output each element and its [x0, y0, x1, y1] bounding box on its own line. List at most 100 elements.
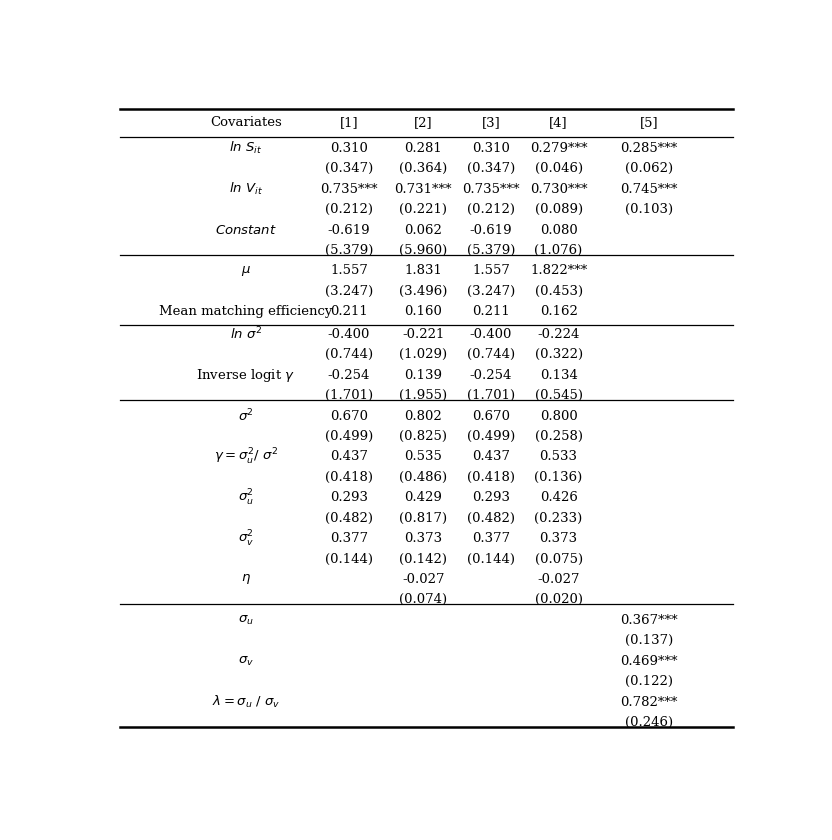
Text: -0.254: -0.254 — [470, 369, 512, 381]
Text: Mean matching efficiency: Mean matching efficiency — [159, 305, 333, 318]
Text: (0.418): (0.418) — [467, 470, 515, 484]
Text: (3.247): (3.247) — [325, 285, 373, 298]
Text: (1.955): (1.955) — [399, 389, 448, 402]
Text: (0.418): (0.418) — [325, 470, 373, 484]
Text: 0.437: 0.437 — [472, 450, 510, 464]
Text: (0.221): (0.221) — [399, 203, 447, 216]
Text: [1]: [1] — [339, 117, 359, 129]
Text: 0.310: 0.310 — [330, 142, 368, 155]
Text: (0.212): (0.212) — [467, 203, 515, 216]
Text: (0.089): (0.089) — [534, 203, 582, 216]
Text: [4]: [4] — [549, 117, 568, 129]
Text: (0.744): (0.744) — [467, 349, 515, 361]
Text: $\lambda = \sigma_u\ /\ \sigma_v$: $\lambda = \sigma_u\ /\ \sigma_v$ — [211, 694, 280, 710]
Text: $\mu$: $\mu$ — [240, 264, 251, 278]
Text: (3.496): (3.496) — [399, 285, 448, 298]
Text: -0.400: -0.400 — [470, 328, 512, 341]
Text: (1.701): (1.701) — [467, 389, 515, 402]
Text: [3]: [3] — [482, 117, 500, 129]
Text: 0.293: 0.293 — [330, 491, 368, 504]
Text: (0.144): (0.144) — [467, 553, 515, 565]
Text: (0.020): (0.020) — [535, 593, 582, 606]
Text: $\mathit{ln\ S_{it}}$: $\mathit{ln\ S_{it}}$ — [230, 140, 262, 156]
Text: 0.426: 0.426 — [540, 491, 577, 504]
Text: 1.557: 1.557 — [472, 265, 510, 277]
Text: (0.233): (0.233) — [534, 512, 582, 525]
Text: $\mathit{ln\ V_{it}}$: $\mathit{ln\ V_{it}}$ — [229, 181, 263, 197]
Text: (0.825): (0.825) — [399, 430, 447, 443]
Text: 0.285***: 0.285*** — [620, 142, 677, 155]
Text: (0.046): (0.046) — [534, 162, 582, 176]
Text: $\sigma_v^2$: $\sigma_v^2$ — [238, 528, 254, 549]
Text: 0.800: 0.800 — [540, 410, 577, 423]
Text: (0.212): (0.212) — [325, 203, 373, 216]
Text: (1.076): (1.076) — [534, 244, 582, 257]
Text: 0.670: 0.670 — [472, 410, 510, 423]
Text: $\gamma = \sigma_u^2/\ \sigma^2$: $\gamma = \sigma_u^2/\ \sigma^2$ — [214, 447, 278, 467]
Text: -0.221: -0.221 — [402, 328, 444, 341]
Text: 0.670: 0.670 — [330, 410, 368, 423]
Text: 1.557: 1.557 — [330, 265, 368, 277]
Text: (0.322): (0.322) — [534, 349, 582, 361]
Text: 0.134: 0.134 — [540, 369, 577, 381]
Text: 0.211: 0.211 — [330, 305, 368, 318]
Text: 0.735***: 0.735*** — [462, 183, 520, 196]
Text: (0.744): (0.744) — [325, 349, 373, 361]
Text: (0.499): (0.499) — [467, 430, 515, 443]
Text: (1.029): (1.029) — [399, 349, 448, 361]
Text: -0.027: -0.027 — [537, 573, 580, 586]
Text: (0.062): (0.062) — [625, 162, 673, 176]
Text: 0.735***: 0.735*** — [320, 183, 378, 196]
Text: [5]: [5] — [640, 117, 658, 129]
Text: (0.347): (0.347) — [467, 162, 515, 176]
Text: -0.224: -0.224 — [537, 328, 580, 341]
Text: (0.122): (0.122) — [625, 675, 673, 688]
Text: (0.364): (0.364) — [399, 162, 448, 176]
Text: (0.453): (0.453) — [534, 285, 582, 298]
Text: 0.080: 0.080 — [540, 223, 577, 237]
Text: 1.822***: 1.822*** — [530, 265, 587, 277]
Text: $\mathit{ln\ \sigma^2}$: $\mathit{ln\ \sigma^2}$ — [230, 326, 262, 343]
Text: [2]: [2] — [414, 117, 433, 129]
Text: (5.960): (5.960) — [399, 244, 448, 257]
Text: $\sigma_u$: $\sigma_u$ — [238, 614, 254, 627]
Text: -0.400: -0.400 — [328, 328, 370, 341]
Text: 0.377: 0.377 — [330, 532, 368, 545]
Text: 0.731***: 0.731*** — [394, 183, 452, 196]
Text: Inverse logit $\gamma$: Inverse logit $\gamma$ — [196, 367, 295, 384]
Text: (0.482): (0.482) — [467, 512, 515, 525]
Text: 0.160: 0.160 — [404, 305, 442, 318]
Text: (0.545): (0.545) — [535, 389, 582, 402]
Text: (0.258): (0.258) — [535, 430, 582, 443]
Text: $\sigma_u^2$: $\sigma_u^2$ — [238, 488, 254, 508]
Text: (0.074): (0.074) — [399, 593, 448, 606]
Text: 0.162: 0.162 — [540, 305, 577, 318]
Text: 0.279***: 0.279*** — [530, 142, 587, 155]
Text: 0.281: 0.281 — [404, 142, 442, 155]
Text: (0.347): (0.347) — [325, 162, 373, 176]
Text: (5.379): (5.379) — [467, 244, 515, 257]
Text: -0.027: -0.027 — [402, 573, 444, 586]
Text: (5.379): (5.379) — [324, 244, 374, 257]
Text: 0.802: 0.802 — [404, 410, 442, 423]
Text: (0.817): (0.817) — [399, 512, 448, 525]
Text: (0.103): (0.103) — [625, 203, 673, 216]
Text: 0.373: 0.373 — [404, 532, 443, 545]
Text: (3.247): (3.247) — [467, 285, 515, 298]
Text: -0.619: -0.619 — [328, 223, 370, 237]
Text: 0.310: 0.310 — [472, 142, 510, 155]
Text: 0.535: 0.535 — [404, 450, 442, 464]
Text: 0.745***: 0.745*** — [620, 183, 677, 196]
Text: 0.139: 0.139 — [404, 369, 442, 381]
Text: 0.377: 0.377 — [472, 532, 510, 545]
Text: 0.211: 0.211 — [472, 305, 510, 318]
Text: (0.486): (0.486) — [399, 470, 448, 484]
Text: (1.701): (1.701) — [325, 389, 373, 402]
Text: -0.254: -0.254 — [328, 369, 370, 381]
Text: 0.782***: 0.782*** — [620, 696, 677, 709]
Text: (0.499): (0.499) — [325, 430, 373, 443]
Text: 0.062: 0.062 — [404, 223, 442, 237]
Text: (0.144): (0.144) — [325, 553, 373, 565]
Text: 0.730***: 0.730*** — [530, 183, 587, 196]
Text: 0.293: 0.293 — [472, 491, 510, 504]
